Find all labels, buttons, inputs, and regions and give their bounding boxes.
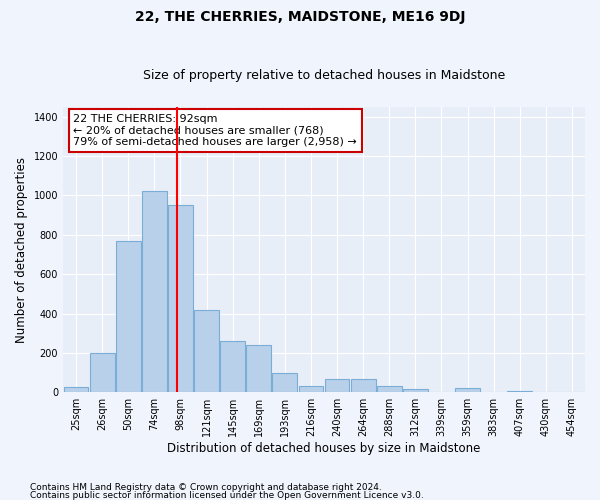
Bar xyxy=(325,378,349,392)
Text: 22 THE CHERRIES: 92sqm
← 20% of detached houses are smaller (768)
79% of semi-de: 22 THE CHERRIES: 92sqm ← 20% of detached… xyxy=(73,114,357,147)
Bar xyxy=(116,240,140,392)
X-axis label: Distribution of detached houses by size in Maidstone: Distribution of detached houses by size … xyxy=(167,442,481,455)
Bar xyxy=(377,386,401,392)
Bar xyxy=(142,192,167,392)
Text: Contains HM Land Registry data © Crown copyright and database right 2024.: Contains HM Land Registry data © Crown c… xyxy=(30,483,382,492)
Text: 22, THE CHERRIES, MAIDSTONE, ME16 9DJ: 22, THE CHERRIES, MAIDSTONE, ME16 9DJ xyxy=(135,10,465,24)
Bar xyxy=(194,310,219,392)
Bar xyxy=(299,386,323,392)
Bar xyxy=(64,388,88,392)
Title: Size of property relative to detached houses in Maidstone: Size of property relative to detached ho… xyxy=(143,69,505,82)
Bar xyxy=(403,390,428,392)
Bar xyxy=(90,353,115,393)
Text: Contains public sector information licensed under the Open Government Licence v3: Contains public sector information licen… xyxy=(30,490,424,500)
Y-axis label: Number of detached properties: Number of detached properties xyxy=(15,156,28,342)
Bar xyxy=(220,341,245,392)
Bar xyxy=(168,205,193,392)
Bar xyxy=(247,345,271,393)
Bar xyxy=(455,388,480,392)
Bar xyxy=(351,378,376,392)
Bar xyxy=(272,372,297,392)
